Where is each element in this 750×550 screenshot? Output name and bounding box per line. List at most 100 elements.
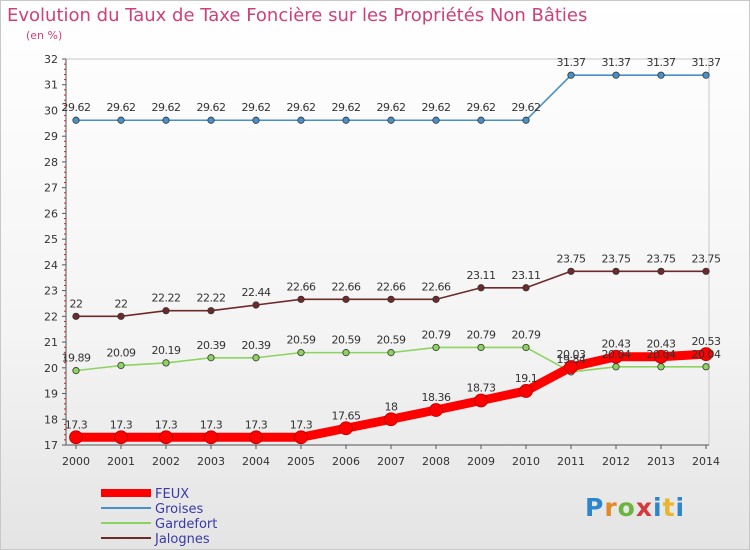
data-label: 31.37 (557, 56, 586, 69)
data-label: 23.11 (467, 269, 496, 282)
data-point (657, 267, 665, 275)
y-tick-label: 30 (44, 104, 58, 117)
data-point (159, 430, 173, 445)
x-tick-label: 2012 (602, 455, 630, 468)
data-label: 29.62 (512, 101, 541, 114)
data-point (477, 343, 485, 352)
data-label: 22.66 (377, 280, 406, 293)
data-point (522, 116, 530, 124)
data-point (387, 295, 395, 303)
data-label: 29.62 (197, 101, 226, 114)
data-label: 20.04 (602, 348, 631, 361)
data-label: 22.44 (242, 286, 271, 299)
data-point (657, 71, 665, 79)
data-point (384, 412, 398, 427)
data-label: 19.89 (62, 352, 91, 365)
x-tick-label: 2005 (287, 455, 315, 468)
data-label: 22.22 (152, 292, 181, 305)
data-label: 29.62 (107, 101, 136, 114)
data-point (612, 267, 620, 275)
data-point (567, 267, 575, 275)
y-tick-label: 32 (44, 53, 58, 66)
data-point (702, 71, 710, 79)
data-label: 20.43 (602, 338, 631, 351)
data-label: 20.59 (377, 334, 406, 347)
data-label: 20.79 (422, 328, 451, 341)
data-label: 29.62 (422, 101, 451, 114)
data-label: 17.3 (110, 418, 133, 431)
y-tick-label: 23 (44, 285, 58, 298)
axes: 17 18 19 20 21 22 23 24 25 26 27 28 29 30 31 32 2000 2001… (44, 53, 720, 468)
data-label: 20.04 (647, 348, 676, 361)
y-tick-label: 24 (44, 259, 58, 272)
data-label: 20.39 (242, 339, 271, 352)
legend-item: Groises (101, 502, 203, 517)
data-point (114, 430, 128, 445)
data-label: 20.04 (692, 348, 721, 361)
x-tick-label: 2004 (242, 455, 270, 468)
y-tick-label: 22 (44, 310, 58, 323)
data-label: 17.3 (155, 418, 178, 431)
y-tick-label: 31 (44, 79, 58, 92)
data-point (72, 116, 80, 124)
data-point (657, 363, 665, 371)
data-label: 22.22 (197, 292, 226, 305)
data-point (72, 367, 80, 375)
data-label: 23.11 (512, 269, 541, 282)
data-label: 29.62 (332, 101, 361, 114)
logo-letter: r (604, 493, 618, 522)
data-point (522, 284, 530, 292)
data-label: 23.75 (602, 252, 631, 265)
data-point (702, 363, 710, 371)
x-tick-label: 2008 (422, 455, 450, 468)
data-label: 22 (70, 297, 83, 310)
data-point (477, 284, 485, 292)
data-label: 22 (115, 297, 128, 310)
data-label: 22.66 (332, 280, 361, 293)
data-point (294, 430, 308, 445)
data-label: 20.53 (692, 335, 721, 348)
data-label: 20.79 (512, 328, 541, 341)
data-point (297, 349, 305, 357)
data-label: 17.3 (245, 418, 268, 431)
data-label: 20.09 (107, 346, 136, 359)
logo-letter: x (635, 493, 653, 522)
data-point (249, 430, 263, 445)
series-groises (72, 71, 710, 124)
data-label: 29.62 (62, 101, 91, 114)
data-point (432, 116, 440, 124)
y-tick-label: 28 (44, 156, 58, 169)
data-label: 18.73 (467, 381, 496, 394)
data-label: 20.79 (467, 328, 496, 341)
series-jalognes (72, 267, 710, 320)
series-feux (69, 347, 713, 445)
legend-label: Groises (155, 502, 203, 517)
data-labels: 29.62 29.62 29.62 29.62 29.62 29.62 29.62 29.62… (62, 56, 722, 431)
data-point (474, 393, 488, 408)
data-point (567, 71, 575, 79)
logo-letter: i (653, 493, 663, 522)
logo-letter: t (662, 493, 676, 522)
logo-letter: i (675, 493, 686, 522)
data-label: 31.37 (692, 56, 721, 69)
data-point (342, 349, 350, 357)
data-point (117, 312, 125, 320)
data-label: 29.62 (242, 101, 271, 114)
data-point (609, 349, 623, 364)
x-tick-label: 2013 (647, 455, 675, 468)
x-tick-label: 2010 (512, 455, 540, 468)
data-label: 23.75 (647, 252, 676, 265)
y-tick-label: 18 (44, 413, 58, 426)
y-tick-label: 20 (44, 362, 58, 375)
data-label: 19.1 (515, 372, 538, 385)
data-point (387, 116, 395, 124)
legend-item: Jalognes (101, 532, 210, 547)
x-tick-label: 2006 (332, 455, 360, 468)
x-tick-label: 2007 (377, 455, 405, 468)
data-point (342, 116, 350, 124)
data-label: 20.39 (197, 339, 226, 352)
legend-label: Gardefort (155, 517, 217, 532)
data-point (252, 301, 260, 309)
